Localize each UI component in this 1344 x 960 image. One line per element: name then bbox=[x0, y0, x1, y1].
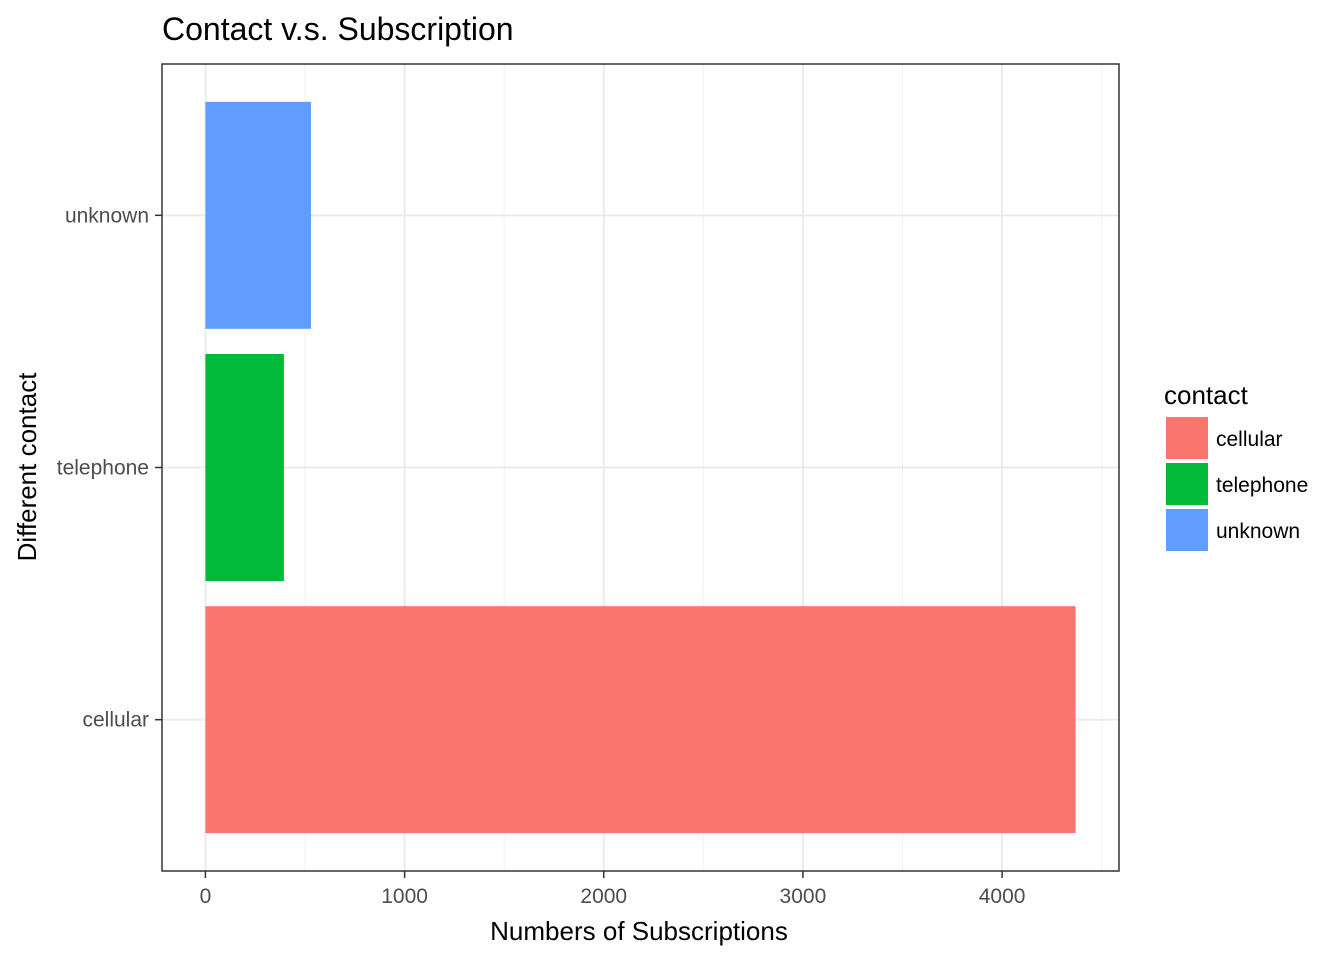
bar-telephone bbox=[205, 354, 284, 581]
legend-title: contact bbox=[1164, 380, 1249, 410]
y-axis: cellular telephone unknown bbox=[57, 204, 162, 732]
legend-label-unknown: unknown bbox=[1216, 520, 1300, 543]
x-tick-label: 4000 bbox=[979, 885, 1026, 908]
legend-label-cellular: cellular bbox=[1216, 428, 1283, 451]
legend-key-unknown bbox=[1166, 509, 1208, 551]
y-tick-label: unknown bbox=[65, 204, 149, 227]
legend-key-telephone bbox=[1166, 463, 1208, 505]
x-tick-label: 0 bbox=[200, 885, 212, 908]
x-axis-title: Numbers of Subscriptions bbox=[490, 916, 788, 946]
x-axis: 0 1000 2000 3000 4000 bbox=[200, 871, 1026, 908]
legend-label-telephone: telephone bbox=[1216, 474, 1308, 497]
bar-unknown bbox=[205, 101, 311, 329]
y-axis-title: Different contact bbox=[12, 372, 42, 562]
legend: contact cellular telephone unknown bbox=[1164, 380, 1308, 551]
x-tick-label: 3000 bbox=[780, 885, 827, 908]
bar-cellular bbox=[205, 606, 1076, 834]
chart-title: Contact v.s. Subscription bbox=[162, 11, 514, 47]
x-tick-label: 2000 bbox=[580, 885, 627, 908]
legend-key-cellular bbox=[1166, 417, 1208, 459]
bars bbox=[205, 101, 1076, 834]
y-tick-label: telephone bbox=[57, 457, 149, 480]
y-tick-label: cellular bbox=[82, 709, 149, 732]
x-tick-label: 1000 bbox=[381, 885, 428, 908]
